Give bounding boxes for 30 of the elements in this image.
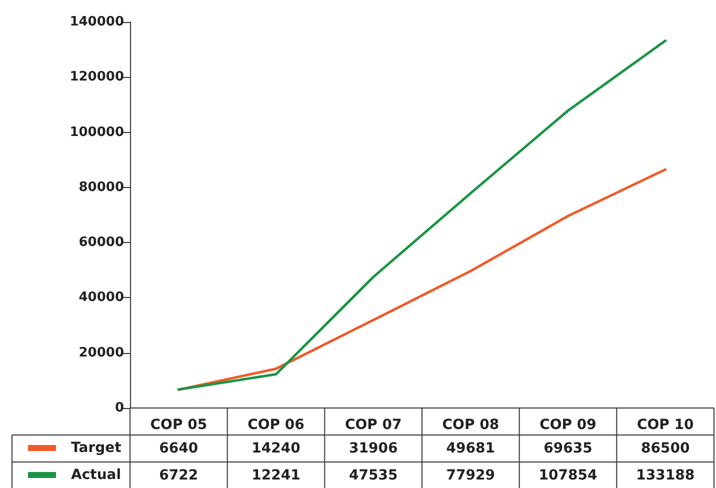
y-tick-label: 20000 [78, 345, 124, 360]
y-tick-label: 40000 [78, 290, 124, 306]
data-label: 12241 [252, 468, 300, 484]
data-label: 133188 [636, 468, 695, 484]
x-tick-label: COP 10 [636, 417, 694, 433]
y-tick-label: 120000 [70, 70, 124, 85]
x-tick-label: COP 05 [150, 417, 208, 433]
line-series [177, 168, 667, 391]
data-label: 77929 [446, 468, 496, 484]
y-tick-label: 80000 [78, 180, 124, 195]
data-label: 6640 [159, 440, 198, 456]
line-series [177, 40, 667, 391]
y-tick-label: 100000 [70, 124, 124, 140]
y-tick-label: 0 [114, 400, 124, 416]
legend-label: Target [71, 440, 122, 456]
x-tick-label: COP 07 [344, 417, 402, 433]
data-label: 49681 [446, 440, 496, 456]
data-label: 107854 [538, 468, 598, 484]
legend-label: Actual [71, 467, 122, 483]
x-tick-label: COP 09 [540, 417, 596, 433]
data-label: 14240 [252, 440, 301, 456]
x-tick-label: COP 06 [248, 417, 304, 433]
data-label: 69635 [544, 440, 592, 456]
x-tick-label: COP 08 [442, 417, 500, 433]
y-tick-label: 140000 [70, 14, 124, 30]
data-label: 86500 [640, 440, 690, 456]
data-label: 47535 [348, 468, 398, 484]
data-label: 31906 [348, 440, 398, 456]
data-label: 6722 [159, 468, 198, 484]
y-tick-label: 60000 [78, 235, 124, 250]
